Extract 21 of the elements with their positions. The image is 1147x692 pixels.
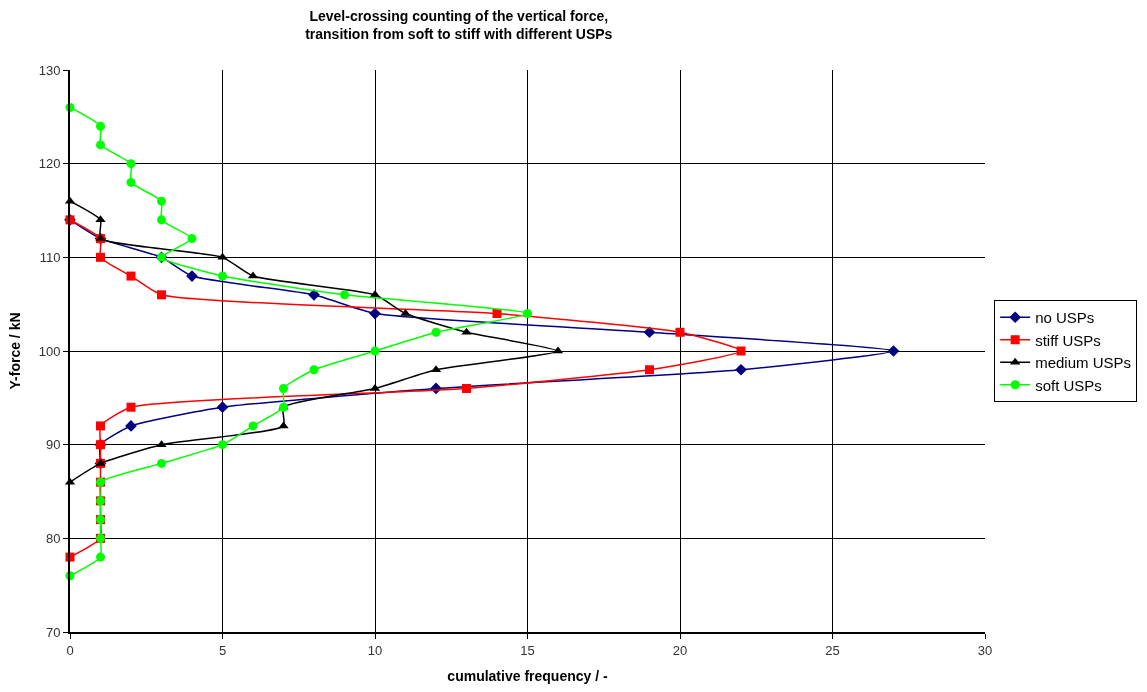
x-tick-label: 15 xyxy=(520,642,535,658)
y-tick-label: 100 xyxy=(38,343,61,359)
legend-label: soft USPs xyxy=(1035,376,1102,394)
legend-label: no USPs xyxy=(1035,309,1095,327)
x-tick-label: 25 xyxy=(825,642,840,658)
y-tick-label: 90 xyxy=(45,437,61,453)
x-tick-label: 20 xyxy=(672,642,688,658)
chart-title: Level-crossing counting of the vertical force, transition from soft to stiff with different USPs xyxy=(305,7,613,42)
legend-label: medium USPs xyxy=(1035,354,1132,372)
y-tick-label: 130 xyxy=(38,62,61,78)
legend-label: stiff USPs xyxy=(1035,331,1101,349)
y-tick-label: 80 xyxy=(45,530,61,546)
x-tick-label: 30 xyxy=(977,642,993,658)
y-tick-label: 110 xyxy=(39,249,61,265)
x-tick-label: 10 xyxy=(367,642,383,658)
x-tick-label: 0 xyxy=(66,642,74,658)
y-tick-label: 70 xyxy=(45,624,61,640)
x-axis-title: cumulative frequency / - xyxy=(447,668,608,685)
y-axis-title: Y-force / kN xyxy=(6,312,23,390)
x-tick-label: 5 xyxy=(218,642,227,658)
y-tick-label: 120 xyxy=(38,156,61,172)
